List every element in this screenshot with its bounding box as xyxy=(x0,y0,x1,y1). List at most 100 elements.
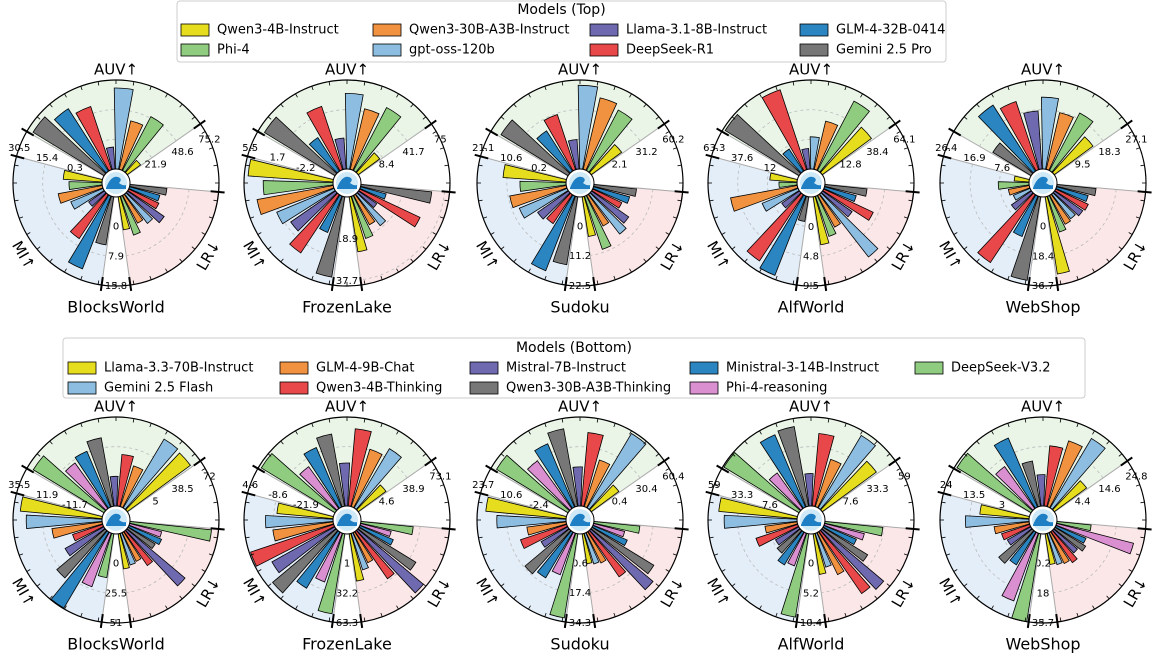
minor-tick xyxy=(629,93,632,98)
minor-tick xyxy=(280,258,284,263)
minor-tick xyxy=(827,617,830,622)
minor-tick xyxy=(1140,536,1145,539)
minor-tick xyxy=(886,453,891,457)
center-wave xyxy=(801,513,821,526)
minor-tick xyxy=(513,440,517,445)
minor-tick xyxy=(1059,418,1062,423)
minor-tick xyxy=(1128,131,1133,134)
minor-tick xyxy=(19,484,24,487)
minor-tick xyxy=(500,583,505,587)
minor-tick xyxy=(759,268,762,273)
minor-tick xyxy=(759,430,762,435)
minor-tick xyxy=(432,468,437,471)
minor-tick xyxy=(295,268,298,273)
legend-swatch xyxy=(180,23,210,37)
minor-tick xyxy=(953,232,958,235)
minor-tick xyxy=(1092,93,1095,98)
sector-edge xyxy=(721,131,800,177)
minor-tick xyxy=(613,275,616,280)
tick-label: 7.6 xyxy=(762,500,778,511)
sector-edge xyxy=(1054,123,1128,176)
tick-label: 10.6 xyxy=(500,490,522,501)
panel-title: FrozenLake xyxy=(302,635,392,654)
sector-edge xyxy=(490,131,569,177)
sector-edge xyxy=(127,123,201,176)
minor-tick xyxy=(295,430,298,435)
sector-edge xyxy=(16,492,103,517)
minor-tick xyxy=(478,501,483,504)
minor-tick xyxy=(827,418,830,423)
sector-edge xyxy=(247,155,334,180)
outer-ring xyxy=(12,416,220,624)
tick-label: 12 xyxy=(764,163,777,174)
panel-title: BlocksWorld xyxy=(67,635,164,654)
tick-label: 38.4 xyxy=(866,147,888,158)
minor-tick xyxy=(908,536,913,539)
minor-tick xyxy=(792,418,795,423)
minor-tick xyxy=(257,569,262,572)
minor-tick xyxy=(991,93,994,98)
minor-tick xyxy=(1092,268,1095,273)
major-tick xyxy=(716,464,730,474)
minor-tick xyxy=(422,583,427,587)
minor-tick xyxy=(1135,147,1140,150)
center-wave xyxy=(570,176,590,189)
sector-edge xyxy=(16,155,103,180)
minor-tick xyxy=(201,131,206,134)
tick-label: 48.6 xyxy=(171,147,193,158)
minor-tick xyxy=(19,553,24,556)
minor-tick xyxy=(19,216,24,219)
tick-label: 4.8 xyxy=(803,252,819,263)
minor-tick xyxy=(513,258,517,263)
minor-tick xyxy=(953,569,958,572)
major-tick xyxy=(794,613,799,629)
grid-arc xyxy=(766,171,805,227)
grid-arc xyxy=(772,139,848,162)
minor-tick xyxy=(1076,86,1079,91)
tick-label: 0.3 xyxy=(67,163,83,174)
tick-label: 18.3 xyxy=(1098,147,1120,158)
legend-title: Models (Bottom) xyxy=(516,340,632,356)
minor-tick xyxy=(64,93,67,98)
minor-tick xyxy=(49,258,53,263)
tick-label: 33.3 xyxy=(731,490,753,501)
sector-edge xyxy=(348,533,362,623)
outer-ring xyxy=(939,416,1147,624)
sector-edge xyxy=(593,520,683,530)
minor-tick xyxy=(908,501,913,504)
minor-tick xyxy=(874,103,878,108)
sector-edge xyxy=(953,131,1032,177)
minor-tick xyxy=(14,199,19,202)
minor-tick xyxy=(721,232,726,235)
major-tick xyxy=(128,613,133,629)
legend-swatch xyxy=(372,23,402,37)
minor-tick xyxy=(844,423,847,428)
major-tick xyxy=(888,456,901,467)
minor-tick xyxy=(422,453,427,457)
minor-tick xyxy=(792,617,795,622)
sector-edge xyxy=(943,155,1030,180)
major-tick xyxy=(193,456,206,467)
major-tick xyxy=(21,127,35,137)
minor-tick xyxy=(613,423,616,428)
minor-tick xyxy=(709,536,714,539)
minor-tick xyxy=(328,81,331,86)
legend-swatch xyxy=(469,381,499,395)
sector-edge xyxy=(129,520,219,530)
grid-arc xyxy=(506,500,570,593)
sector-edge xyxy=(480,155,567,180)
legend-label: Qwen3-4B-Thinking xyxy=(316,381,442,396)
minor-tick xyxy=(1128,232,1133,235)
minor-tick xyxy=(860,430,863,435)
minor-tick xyxy=(655,246,660,250)
minor-tick xyxy=(483,553,488,556)
minor-tick xyxy=(280,440,284,445)
sector-edge xyxy=(348,196,362,286)
minor-tick xyxy=(64,605,67,610)
sector-edge xyxy=(711,155,798,180)
minor-tick xyxy=(903,484,908,487)
major-tick xyxy=(485,127,499,137)
minor-tick xyxy=(97,81,100,86)
minor-tick xyxy=(396,268,399,273)
tick-label: 0 xyxy=(113,559,119,570)
